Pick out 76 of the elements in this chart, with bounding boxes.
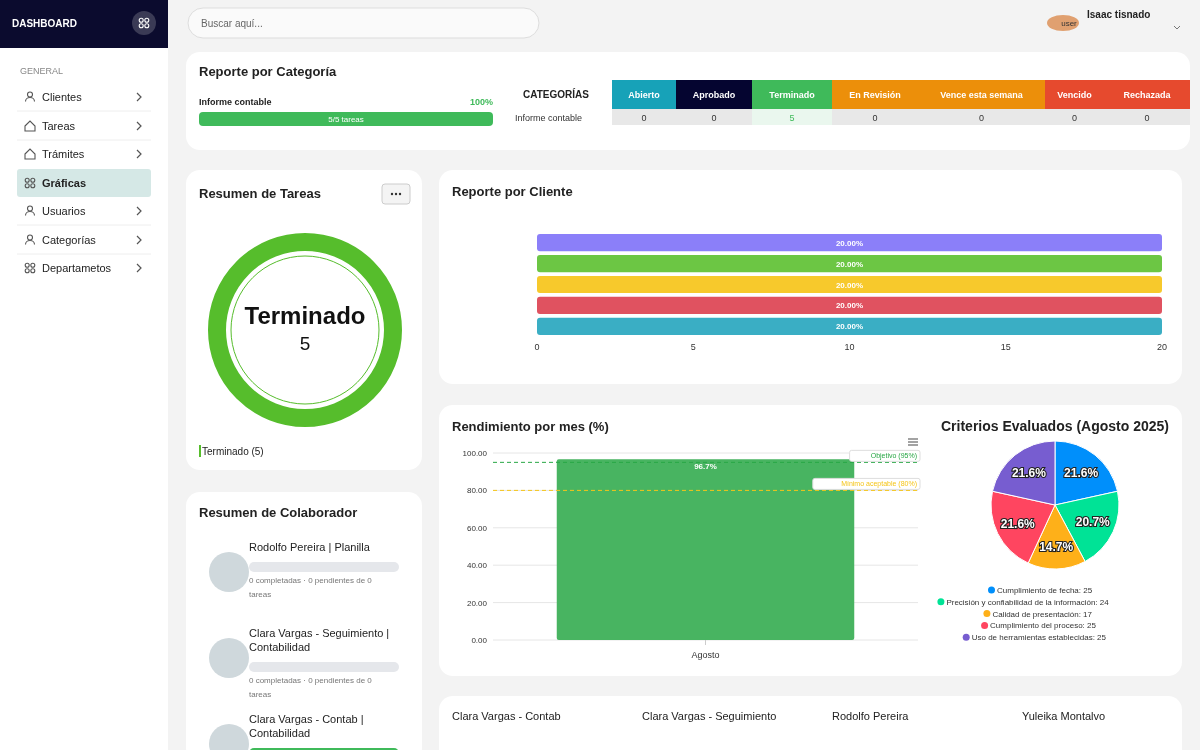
- data-label: 20.00%: [835, 238, 864, 248]
- y-tick-label: 20.00: [466, 598, 488, 608]
- text: Rodolfo Pereira | Planilla: [249, 541, 371, 553]
- text: Clara Vargas - Seguimiento: [642, 710, 777, 722]
- text: Reporte por Categoría: [199, 64, 338, 79]
- data-label: 21.6%: [1000, 516, 1036, 531]
- text: 5/5 tareas: [328, 115, 364, 124]
- text: Gráficas: [42, 177, 87, 189]
- data-label: 96.7%: [694, 462, 717, 472]
- text: Categorías: [42, 234, 97, 246]
- x-tick-label: 5: [690, 342, 696, 352]
- text: Departametos: [42, 262, 112, 274]
- legend-label: Cumplimiento del proceso: 25: [990, 621, 1097, 631]
- x-tick-label: 15: [1000, 342, 1011, 352]
- legend-label: Calidad de presentación: 17: [992, 609, 1093, 619]
- text: Clara Vargas - Contab | Contabilidad: [249, 713, 364, 739]
- text: GENERAL: [20, 66, 64, 76]
- text: Tareas: [42, 120, 76, 132]
- y-tick-label: 80.00: [466, 486, 488, 496]
- text: Informe contable: [515, 113, 583, 123]
- text: Informe contable: [199, 97, 272, 107]
- text: 0 completadas · 0 pendientes de 0 tareas: [249, 576, 373, 599]
- chart-title: Rendimiento por mes (%): [452, 419, 609, 434]
- text: 0: [1144, 113, 1150, 123]
- text: Abierto: [628, 90, 661, 100]
- data-label: 14.7%: [1039, 539, 1074, 554]
- legend-label: Precisión y confiabilidad de la información: 24: [946, 597, 1110, 607]
- text: 100%: [469, 97, 493, 107]
- legend-label: Uso de herramientas establecidas: 25: [971, 633, 1107, 643]
- text: Rechazada: [1123, 90, 1172, 100]
- text: En Revisión: [849, 90, 901, 100]
- data-label: 21.6%: [1011, 465, 1047, 480]
- legend-label: Cumplimiento de fecha: 25: [997, 586, 1093, 595]
- text: Rodolfo Pereira: [832, 710, 910, 722]
- x-tick-label: Agosto: [691, 650, 720, 660]
- text: Clara Vargas - Seguimiento | Contabilidad: [249, 627, 390, 653]
- text: Terminado: [769, 90, 816, 100]
- data-label: 20.00%: [835, 322, 864, 332]
- text: Resumen de Colaborador: [199, 505, 358, 520]
- text: 0 completadas · 0 pendientes de 0 tareas: [249, 676, 373, 699]
- text: Vencido: [1057, 90, 1093, 100]
- text: Isaac tisnado: [1087, 9, 1151, 20]
- text: user: [1061, 19, 1078, 28]
- legend-label: Terminado (5): [202, 446, 264, 457]
- chart-title: Resumen de Tareas: [199, 186, 321, 201]
- data-label: 20.00%: [835, 301, 864, 311]
- text: Clientes: [42, 91, 83, 103]
- x-tick-label: 20: [1156, 342, 1168, 352]
- data-label: 20.7%: [1075, 515, 1111, 530]
- y-tick-label: 0.00: [471, 636, 488, 645]
- data-label: 20.00%: [835, 259, 864, 269]
- y-tick-label: 100.00: [462, 449, 488, 458]
- text: 0: [872, 113, 878, 123]
- text: Vence esta semana: [940, 90, 1024, 100]
- text: DASHBOARD: [12, 18, 77, 29]
- text: Trámites: [42, 148, 85, 160]
- x-tick-label: 10: [844, 342, 855, 352]
- text: 0: [641, 113, 647, 123]
- text: Terminado: [244, 302, 366, 329]
- chart-title: Criterios Evaluados (Agosto 2025): [941, 418, 1169, 434]
- text: 0: [978, 113, 985, 123]
- y-tick-label: 60.00: [466, 523, 488, 533]
- y-tick-label: 40.00: [466, 561, 488, 571]
- text: Aprobado: [692, 90, 736, 100]
- x-tick-label: 0: [534, 342, 540, 352]
- data-label: 20.00%: [835, 280, 864, 290]
- text: Yuleika Montalvo: [1022, 710, 1106, 722]
- text: Usuarios: [42, 205, 86, 217]
- data-label: 21.6%: [1064, 465, 1099, 480]
- text: 5: [789, 113, 795, 123]
- text: 0: [711, 113, 717, 123]
- text: 0: [1071, 113, 1078, 123]
- text: Clara Vargas - Contab: [452, 710, 561, 722]
- text: CATEGORÍAS: [523, 88, 590, 100]
- chart-title: Reporte por Cliente: [452, 184, 573, 199]
- text: Buscar aquí...: [201, 18, 263, 29]
